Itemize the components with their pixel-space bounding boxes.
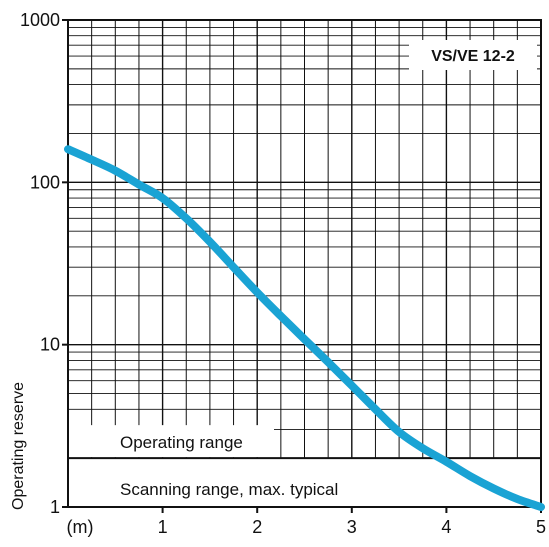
data-point [206, 238, 214, 246]
data-point [88, 156, 96, 164]
grid-layer [68, 20, 541, 507]
data-point [537, 503, 545, 511]
data-point [229, 263, 238, 271]
operating-range-label-backdrop [69, 425, 274, 458]
x-tick-label: 1 [158, 517, 168, 537]
data-point [300, 335, 309, 343]
data-point [371, 405, 380, 413]
scanning-range-band [69, 458, 540, 507]
scanning-range-label: Scanning range, max. typical [120, 480, 338, 499]
x-tick-label: 5 [536, 517, 546, 537]
data-point [490, 484, 498, 493]
y-tick-label: 1000 [20, 10, 60, 30]
x-tick-label: 4 [441, 517, 451, 537]
data-point [135, 180, 143, 189]
data-point [64, 145, 72, 153]
data-point [159, 194, 167, 202]
y-tick-label: 10 [40, 335, 60, 355]
series-layer [64, 145, 545, 511]
data-point [277, 312, 285, 320]
y-axis-title: Operating reserve [10, 382, 27, 510]
data-point [324, 358, 332, 366]
x-tick-label: 3 [347, 517, 357, 537]
data-point [111, 167, 119, 175]
plot-frame [67, 19, 542, 508]
chart-title: VS/VE 12-2 [431, 48, 515, 65]
data-point [395, 428, 403, 436]
data-point [466, 472, 474, 480]
data-point [419, 444, 427, 452]
labels-layer: 1 10 100 1000 1 2 3 4 5 (m) Operating reserve Opera… [10, 10, 546, 537]
threshold-layer [68, 40, 541, 507]
chart-title-box [409, 40, 537, 70]
data-point [442, 458, 450, 466]
y-tick-label: 1 [50, 497, 60, 517]
data-point [348, 381, 356, 390]
data-point [253, 288, 261, 296]
data-point [513, 495, 521, 503]
x-unit-label: (m) [67, 517, 94, 537]
y-tick-label: 100 [30, 172, 60, 192]
operating-range-label: Operating range [120, 433, 243, 452]
x-tick-label: 2 [252, 517, 262, 537]
data-point [182, 214, 190, 222]
